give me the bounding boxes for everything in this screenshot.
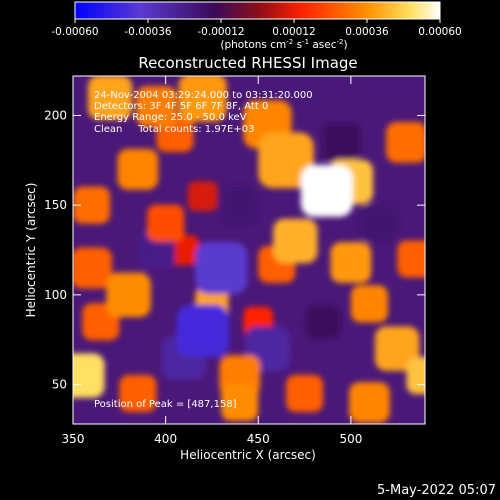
heatmap-source bbox=[306, 305, 340, 339]
colorbar-tick-label: 0.00036 bbox=[345, 26, 389, 38]
heatmap-source bbox=[73, 186, 111, 224]
heatmap-source bbox=[360, 204, 398, 242]
annotation-detectors: Detectors: 3F 4F 5F 6F 7F 8F, Att 0 bbox=[94, 101, 268, 112]
y-tick-label: 50 bbox=[52, 378, 67, 392]
heatmap-source bbox=[221, 186, 259, 224]
heatmap-source bbox=[350, 285, 388, 323]
colorbar-tick-label: 0.00060 bbox=[418, 26, 461, 38]
colorbar-tick-label: -0.00060 bbox=[51, 26, 98, 38]
axis-tick-labels: 350 400 450 500 50 100 150 200 bbox=[44, 108, 362, 446]
annotation-energy: Energy Range: 25.0 - 50.0 keV bbox=[94, 112, 247, 123]
x-tick-label: 400 bbox=[154, 432, 177, 446]
heatmap-source bbox=[178, 76, 227, 122]
x-tick-label: 500 bbox=[339, 432, 362, 446]
heatmap bbox=[73, 76, 425, 424]
plot-frame bbox=[72, 75, 426, 425]
heatmap-source bbox=[187, 181, 218, 212]
heatmap-source bbox=[73, 353, 105, 398]
heatmap-source bbox=[273, 218, 318, 264]
x-tick-label: 450 bbox=[247, 432, 270, 446]
y-tick-label: 200 bbox=[44, 108, 67, 122]
y-tick-label: 100 bbox=[44, 288, 67, 302]
heatmap-source bbox=[349, 382, 390, 423]
heatmap-source bbox=[386, 121, 425, 163]
heatmap-source bbox=[87, 76, 133, 120]
y-axis-label: Heliocentric Y (arcsec) bbox=[24, 183, 38, 318]
chart-title: Reconstructed RHESSI Image bbox=[138, 54, 357, 72]
heatmap-source bbox=[258, 132, 314, 189]
heatmap-source bbox=[135, 86, 177, 127]
colorbar-tick-label: -0.00036 bbox=[124, 26, 172, 38]
annotation-clean: Clean Total counts: 1.97E+03 bbox=[94, 124, 254, 135]
colorbar-tick-labels: -0.00060 -0.00036 -0.00012 0.00012 0.00036 0.… bbox=[51, 26, 461, 38]
heatmap-source bbox=[106, 272, 151, 318]
colorbar-ticks bbox=[74, 19, 441, 23]
axis-ticks bbox=[72, 76, 425, 424]
colorbar-units: (photons cm-2 s-1 asec-2) bbox=[220, 38, 347, 51]
heatmap-source bbox=[323, 123, 361, 161]
heatmap-source bbox=[397, 240, 425, 278]
heatmap-source bbox=[147, 204, 185, 242]
heatmap-source bbox=[73, 247, 112, 289]
heatmap-source bbox=[119, 374, 157, 413]
heatmap-source bbox=[374, 326, 420, 371]
heatmap-source bbox=[221, 383, 259, 422]
heatmap-source bbox=[330, 242, 372, 283]
annotation-time-range: 24-Nov-2004 03:29:24.000 to 03:31:20.000 bbox=[94, 90, 313, 101]
colorbar-tick-label: -0.00012 bbox=[197, 26, 244, 38]
footer-date: 5-May-2022 05:07 bbox=[377, 483, 496, 498]
annotation-peak: Position of Peak = [487,158] bbox=[94, 399, 237, 410]
heatmap-source bbox=[169, 235, 199, 265]
colorbar bbox=[74, 1, 441, 20]
heatmap-source bbox=[195, 242, 248, 294]
heatmap-source bbox=[176, 304, 229, 357]
x-tick-label: 350 bbox=[62, 432, 85, 446]
x-axis-label: Heliocentric X (arcsec) bbox=[180, 448, 316, 462]
heatmap-source bbox=[117, 148, 159, 190]
y-tick-label: 150 bbox=[44, 198, 67, 212]
heatmap-source bbox=[300, 164, 353, 217]
colorbar-tick-label: 0.00012 bbox=[272, 26, 315, 38]
heatmap-source bbox=[286, 374, 324, 413]
